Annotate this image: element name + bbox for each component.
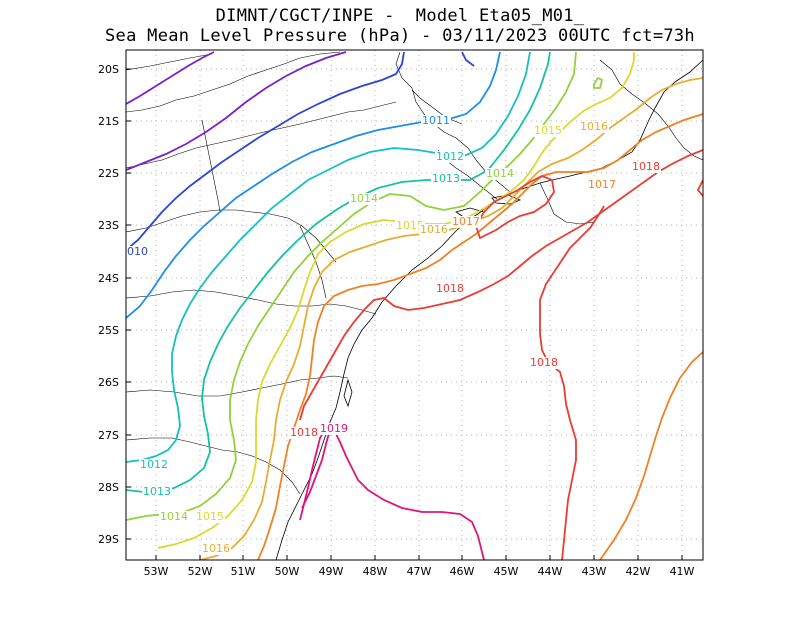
isobar-1017b	[599, 351, 703, 560]
isobar-1009b	[126, 51, 347, 171]
contour-label: 1016	[420, 223, 448, 236]
contour-label-bg	[319, 423, 349, 435]
lat-label: 26S	[98, 376, 119, 389]
grid-lines	[126, 50, 703, 560]
contour-label-bg	[201, 543, 231, 555]
lat-label: 24S	[98, 272, 119, 285]
contour-label: 1018	[290, 426, 318, 439]
contour-label-bg	[435, 283, 465, 295]
contour-label: 1010	[120, 245, 148, 258]
lon-label: 53W	[144, 565, 169, 578]
contour-label: 1015	[196, 510, 224, 523]
contour-label: 1012	[436, 150, 464, 163]
contour-label: 1016	[202, 542, 230, 555]
isobar-1018b	[539, 205, 605, 301]
lon-label: 49W	[319, 565, 344, 578]
lon-label: 47W	[407, 565, 432, 578]
lon-label: 45W	[494, 565, 519, 578]
map-title-line1: DIMNT/CGCT/INPE - Model Eta05_M01_	[215, 6, 585, 26]
contour-label: 1017	[452, 215, 480, 228]
contour-label-bg	[421, 115, 451, 127]
contour-label: 1013	[432, 172, 460, 185]
contour-label-bg	[587, 179, 617, 191]
lon-label: 52W	[188, 565, 213, 578]
isobar-1018	[299, 149, 703, 421]
axis-ticks	[126, 68, 683, 560]
lon-label: 50W	[275, 565, 300, 578]
lat-label: 23S	[98, 219, 119, 232]
contour-label: 1019	[320, 422, 348, 435]
isobar-1014	[126, 51, 577, 521]
isobar-1011	[126, 51, 501, 319]
contour-label: 1018	[632, 160, 660, 173]
lon-label: 44W	[538, 565, 563, 578]
contour-label-bg	[159, 511, 189, 523]
contour-label: 1011	[422, 114, 450, 127]
contour-label-bg	[435, 151, 465, 163]
lat-label: 27S	[98, 429, 119, 442]
contour-label-bg	[631, 161, 661, 173]
contour-label: 1018	[436, 282, 464, 295]
isobar-1019b	[301, 429, 331, 509]
lat-label: 21S	[98, 115, 119, 128]
lon-label: 46W	[450, 565, 475, 578]
contour-label: 1012	[140, 458, 168, 471]
isobar-1018e	[696, 179, 703, 197]
contour-label-bg	[142, 486, 172, 498]
lon-label: 43W	[582, 565, 607, 578]
contour-label: 1014	[160, 510, 188, 523]
isobar-1017	[257, 113, 703, 560]
contour-label-bg	[349, 193, 379, 205]
contour-label-bg	[419, 224, 449, 236]
lon-label: 42W	[626, 565, 651, 578]
isobars	[126, 51, 703, 560]
contour-label-bg	[533, 125, 563, 137]
contour-label: 1016	[580, 120, 608, 133]
lat-label: 22S	[98, 167, 119, 180]
lat-label: 28S	[98, 481, 119, 494]
contour-label: 1014	[350, 192, 378, 205]
lon-label: 48W	[363, 565, 388, 578]
contour-label-bg	[529, 357, 559, 369]
lon-label: 51W	[231, 565, 256, 578]
map-frame	[125, 49, 704, 561]
isobar-1012	[126, 51, 531, 463]
contour-label: 1017	[588, 178, 616, 191]
contour-label-bg	[579, 121, 609, 133]
contour-label: 1018	[530, 356, 558, 369]
latitude-labels: 20S 21S 22S 23S 24S 25S 26S 27S 28S 29S	[98, 63, 119, 546]
lat-label: 25S	[98, 324, 119, 337]
isobar-1015	[157, 52, 635, 549]
longitude-labels: 53W 52W 51W 50W 49W 48W 47W 46W 45W 44W …	[144, 565, 695, 578]
contour-label: 1014	[486, 167, 514, 180]
isobar-1013	[126, 51, 551, 493]
isobar-1009	[126, 51, 215, 105]
contour-labels: 1010 1011 1012 1012 1013 1013 1014 1014 1014 1015…	[120, 114, 661, 555]
isobar-1018c	[539, 300, 577, 560]
coastline	[275, 59, 703, 560]
isobar-1010	[126, 51, 405, 251]
contour-label-bg	[195, 511, 225, 523]
contour-label-bg	[431, 173, 461, 185]
isobar-1010b	[461, 51, 475, 67]
contour-label-bg	[139, 459, 169, 471]
contour-label-bg	[485, 168, 515, 180]
contour-label: 1013	[143, 485, 171, 498]
lat-label: 29S	[98, 533, 119, 546]
isobar-1019	[299, 426, 485, 560]
lon-label: 41W	[670, 565, 695, 578]
contour-label-bg	[289, 427, 319, 439]
map-title-line2: Sea Mean Level Pressure (hPa) - 03/11/20…	[105, 26, 695, 46]
isobar-1018d	[475, 175, 555, 240]
lat-label: 20S	[98, 63, 119, 76]
contour-label: 1015	[534, 124, 562, 137]
contour-label-bg	[126, 246, 149, 258]
isobar-1014-ring	[593, 76, 604, 89]
contour-label: 1015	[396, 219, 424, 232]
contour-label-bg	[451, 216, 481, 228]
contour-label-bg	[395, 220, 425, 232]
